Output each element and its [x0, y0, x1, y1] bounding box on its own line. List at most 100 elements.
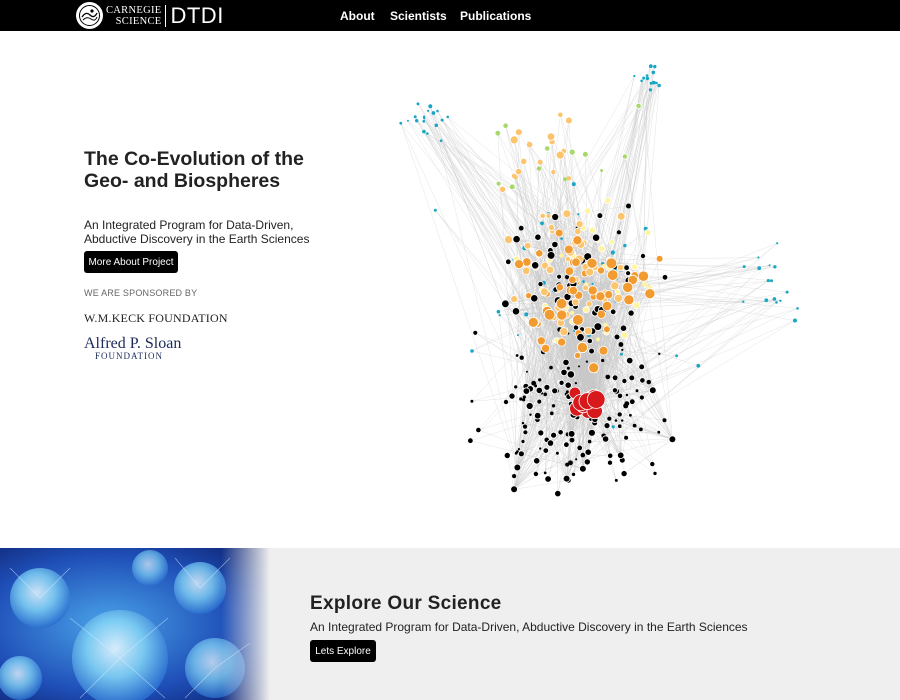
- network-node[interactable]: [776, 242, 779, 245]
- network-node[interactable]: [556, 309, 568, 321]
- network-node[interactable]: [586, 390, 606, 409]
- network-node[interactable]: [428, 104, 433, 109]
- network-node[interactable]: [568, 460, 573, 466]
- network-node[interactable]: [523, 242, 532, 250]
- more-about-project-button[interactable]: More About Project: [84, 251, 178, 273]
- network-node[interactable]: [546, 439, 555, 447]
- network-node[interactable]: [566, 366, 570, 370]
- network-node[interactable]: [608, 239, 615, 246]
- network-node[interactable]: [543, 383, 551, 391]
- lets-explore-button[interactable]: Lets Explore: [310, 640, 376, 662]
- network-node[interactable]: [524, 312, 529, 317]
- network-node[interactable]: [629, 413, 632, 417]
- network-node[interactable]: [574, 382, 577, 385]
- network-node[interactable]: [551, 387, 559, 395]
- network-node[interactable]: [661, 274, 669, 281]
- network-node[interactable]: [764, 298, 769, 303]
- network-node[interactable]: [559, 253, 564, 258]
- network-node[interactable]: [544, 475, 552, 483]
- network-node[interactable]: [633, 74, 636, 78]
- network-node[interactable]: [620, 331, 629, 339]
- network-node[interactable]: [607, 416, 612, 421]
- network-node[interactable]: [587, 285, 598, 296]
- network-node[interactable]: [499, 185, 507, 193]
- network-node[interactable]: [476, 427, 481, 433]
- network-node[interactable]: [640, 253, 646, 259]
- network-node[interactable]: [568, 285, 579, 296]
- network-node[interactable]: [653, 471, 657, 476]
- nav-link-about[interactable]: About: [340, 8, 375, 23]
- network-node[interactable]: [472, 329, 479, 336]
- network-node[interactable]: [603, 325, 611, 334]
- network-node[interactable]: [562, 358, 570, 366]
- network-node[interactable]: [675, 354, 678, 358]
- network-node[interactable]: [639, 377, 646, 384]
- network-node[interactable]: [606, 269, 619, 281]
- network-node[interactable]: [536, 336, 546, 346]
- network-node[interactable]: [495, 180, 502, 187]
- network-node[interactable]: [557, 111, 564, 118]
- network-node[interactable]: [575, 220, 584, 229]
- network-node[interactable]: [427, 109, 430, 112]
- network-node[interactable]: [757, 256, 760, 259]
- network-node[interactable]: [588, 226, 596, 234]
- network-node[interactable]: [658, 352, 661, 355]
- network-node[interactable]: [509, 135, 519, 145]
- network-node[interactable]: [645, 76, 650, 81]
- network-node[interactable]: [568, 148, 576, 156]
- network-node[interactable]: [668, 435, 677, 444]
- network-node[interactable]: [619, 324, 628, 332]
- network-node[interactable]: [586, 257, 598, 269]
- network-node[interactable]: [540, 221, 544, 226]
- network-node[interactable]: [446, 115, 449, 119]
- network-node[interactable]: [434, 123, 439, 128]
- network-node[interactable]: [520, 157, 528, 166]
- network-node[interactable]: [644, 288, 656, 300]
- network-node[interactable]: [511, 307, 521, 316]
- network-node[interactable]: [588, 347, 595, 355]
- network-node[interactable]: [770, 279, 773, 283]
- network-node[interactable]: [598, 345, 609, 356]
- network-node[interactable]: [535, 249, 544, 258]
- network-node[interactable]: [554, 228, 564, 238]
- network-node[interactable]: [551, 404, 556, 408]
- network-node[interactable]: [582, 284, 589, 292]
- network-node[interactable]: [538, 378, 542, 382]
- network-node[interactable]: [618, 342, 624, 347]
- network-node[interactable]: [616, 392, 624, 399]
- network-node[interactable]: [470, 399, 474, 403]
- network-node[interactable]: [640, 79, 643, 83]
- network-node[interactable]: [557, 337, 567, 347]
- network-node[interactable]: [512, 235, 521, 244]
- network-node[interactable]: [773, 265, 777, 269]
- network-node[interactable]: [562, 474, 571, 483]
- network-node[interactable]: [626, 203, 631, 209]
- network-node[interactable]: [742, 265, 746, 269]
- network-node[interactable]: [522, 395, 526, 399]
- network-node[interactable]: [595, 337, 601, 342]
- network-node[interactable]: [531, 380, 537, 386]
- network-node[interactable]: [628, 374, 636, 382]
- network-node[interactable]: [537, 281, 544, 288]
- network-node[interactable]: [571, 182, 576, 187]
- network-node[interactable]: [584, 448, 592, 456]
- network-node[interactable]: [566, 176, 572, 181]
- network-node[interactable]: [757, 266, 762, 271]
- network-node[interactable]: [510, 295, 519, 304]
- network-node[interactable]: [612, 375, 618, 381]
- network-node[interactable]: [605, 374, 611, 380]
- network-node[interactable]: [587, 439, 592, 444]
- network-node[interactable]: [439, 139, 443, 142]
- network-node[interactable]: [560, 237, 563, 240]
- network-node[interactable]: [514, 451, 518, 455]
- network-node[interactable]: [653, 64, 657, 69]
- network-node[interactable]: [648, 64, 653, 69]
- network-node[interactable]: [565, 462, 570, 467]
- network-node[interactable]: [610, 281, 620, 291]
- network-node[interactable]: [611, 387, 618, 394]
- network-node[interactable]: [551, 169, 556, 175]
- network-node[interactable]: [635, 389, 639, 393]
- network-node[interactable]: [642, 281, 647, 287]
- network-node[interactable]: [604, 290, 614, 300]
- network-node[interactable]: [631, 263, 639, 271]
